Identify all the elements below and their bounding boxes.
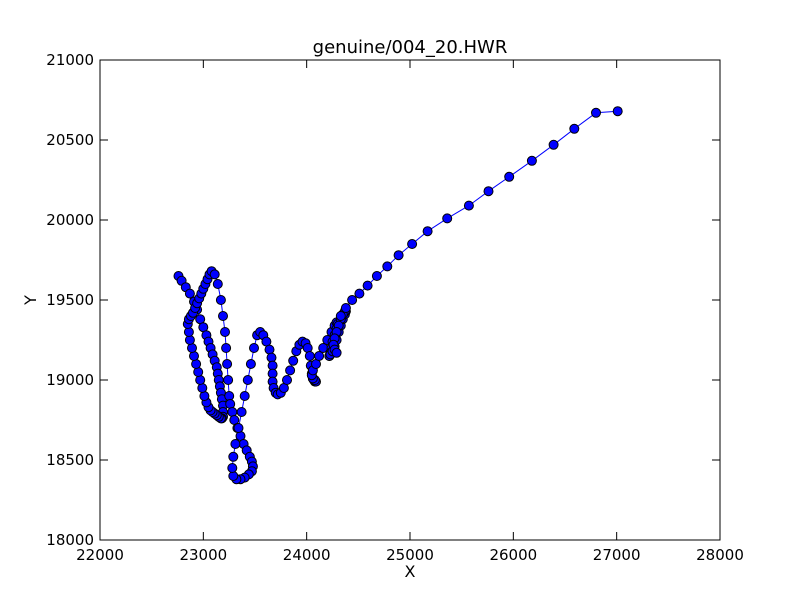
x-tick-label: 28000 [696,546,744,564]
data-point [340,303,351,313]
x-tick-label: 22000 [76,546,124,564]
data-point [233,423,244,433]
data-point [362,280,373,291]
data-point [442,213,453,224]
data-point [228,451,239,462]
data-point [239,391,250,401]
data-point [212,279,223,289]
data-point [347,295,358,305]
data-point [569,123,580,134]
x-tick-label: 25000 [386,546,434,564]
x-tick-label: 24000 [283,546,331,564]
y-tick-label: 18500 [46,451,94,469]
data-point [612,106,623,117]
chart-title: genuine/004_20.HWR [313,37,508,58]
y-tick-label: 20500 [46,131,94,149]
data-point [227,463,238,473]
data-point [526,155,537,166]
data-point [236,407,247,417]
data-point [393,250,404,261]
data-point [331,347,342,358]
y-tick-label: 18000 [46,531,94,549]
x-axis-title: X [405,562,416,581]
data-point [422,226,433,237]
data-point [407,239,418,249]
data-point [184,288,195,299]
data-point [218,311,228,321]
data-point [222,359,233,369]
data-point [382,261,393,272]
x-tick-label: 27000 [593,546,641,564]
data-point [221,343,232,353]
data-point [288,355,299,366]
data-point [249,343,259,353]
data-point [354,288,365,299]
data-point [483,186,494,197]
data-point [314,351,325,361]
y-axis-title: Y [21,295,40,306]
data-point [209,269,220,280]
data-point [245,359,256,369]
data-point [215,295,226,305]
y-tick-label: 20000 [46,211,94,229]
data-point [504,171,515,182]
data-point [371,271,382,281]
data-point [304,351,315,361]
data-point [220,327,230,337]
data-point [223,375,234,385]
data-point [463,200,474,211]
x-tick-label: 26000 [489,546,537,564]
x-tick-label: 23000 [179,546,227,564]
y-tick-label: 19500 [46,291,94,309]
ticks-layer: 22000 23000 24000 25000 26000 27000 28000 18000… [46,51,744,564]
data-point [335,311,346,321]
series-layer [173,106,623,485]
data-point [242,375,253,385]
data-point [591,107,601,118]
data-point [285,365,296,376]
data-point [282,375,292,385]
data-point [548,139,559,150]
y-tick-label: 21000 [46,51,94,69]
y-tick-label: 19000 [46,371,94,389]
data-point [230,439,241,449]
